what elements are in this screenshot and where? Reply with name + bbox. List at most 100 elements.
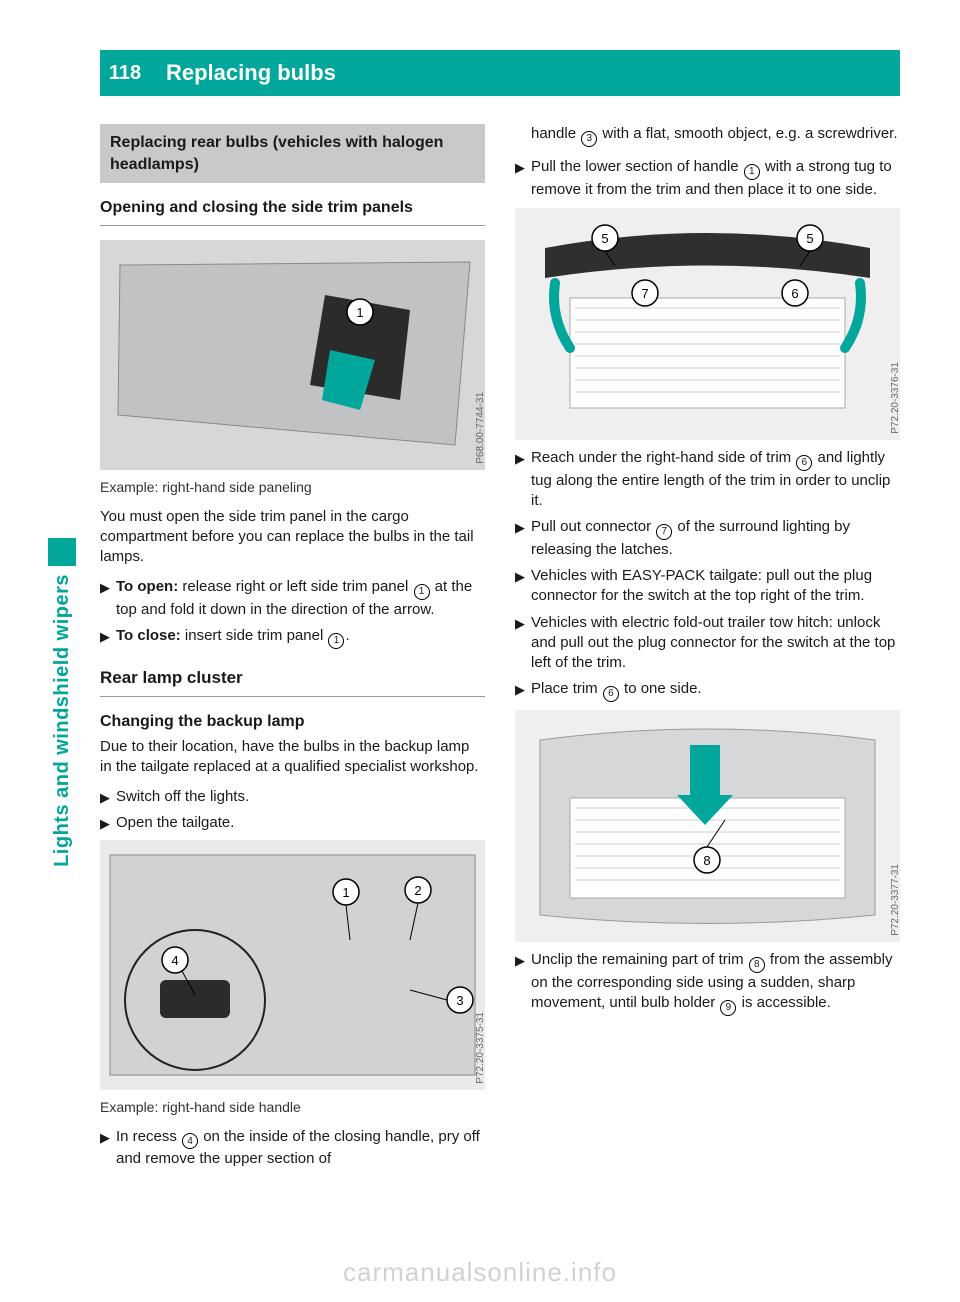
step-arrow-icon: ▶ (515, 566, 531, 607)
figure-2: 1 2 3 4 P72.20-3375-31 (100, 840, 485, 1090)
step-text: In recess 4 on the inside of the closing… (116, 1127, 485, 1170)
callout-4-icon: 4 (182, 1133, 198, 1149)
step-text: To open: release right or left side trim… (116, 577, 485, 620)
step: ▶ Switch off the lights. (100, 787, 485, 807)
step-open-prefix: To open: (116, 578, 178, 595)
side-tab: Lights and windshield wipers (48, 538, 76, 1028)
side-tab-label: Lights and windshield wipers (51, 574, 74, 867)
step-text: Vehicles with EASY-PACK tailgate: pull o… (531, 566, 900, 607)
step: ▶ Vehicles with electric fold-out traile… (515, 613, 900, 674)
svg-text:3: 3 (456, 993, 463, 1008)
step-text: Unclip the remaining part of trim 8 from… (531, 950, 900, 1016)
figure-4: 8 P72.20-3377-31 (515, 710, 900, 942)
callout-7-icon: 7 (656, 524, 672, 540)
step-open: ▶ To open: release right or left side tr… (100, 577, 485, 620)
figure-1-label: P68.00-7744-31 (474, 392, 488, 464)
figure-4-label: P72.20-3377-31 (889, 864, 903, 936)
step: ▶ Open the tailgate. (100, 813, 485, 833)
figure-2-svg: 1 2 3 4 (100, 840, 485, 1090)
step-close-a: insert side trim panel (181, 627, 328, 644)
step-e-a: Reach under the right-hand side of trim (531, 449, 795, 466)
figure-3-label: P72.20-3376-31 (889, 362, 903, 434)
callout-6-icon: 6 (603, 686, 619, 702)
page-number: 118 (100, 50, 150, 96)
figure-3-svg: 5 5 6 7 (515, 208, 900, 440)
cont1-a: handle (531, 125, 580, 142)
step-i-b: to one side. (620, 680, 702, 697)
step-text: Place trim 6 to one side. (531, 679, 900, 702)
step: ▶ Pull out connector 7 of the surround l… (515, 517, 900, 560)
callout-8-icon: 8 (749, 957, 765, 973)
step-c-a: In recess (116, 1128, 181, 1145)
step-open-a: release right or left side trim panel (178, 578, 412, 595)
svg-text:5: 5 (601, 231, 608, 246)
step-text: Switch off the lights. (116, 787, 485, 807)
subsection-title: Opening and closing the side trim panels (100, 197, 485, 219)
step-arrow-icon: ▶ (100, 1127, 116, 1170)
step-d-a: Pull the lower section of handle (531, 158, 743, 175)
step-text: Vehicles with electric fold-out trailer … (531, 613, 900, 674)
callout-9-icon: 9 (720, 1000, 736, 1016)
figure-4-svg: 8 (515, 710, 900, 942)
figure-3: 5 5 6 7 P72.20-3376-31 (515, 208, 900, 440)
section-header: Replacing rear bulbs (vehicles with halo… (100, 124, 485, 183)
svg-text:7: 7 (641, 286, 648, 301)
svg-text:8: 8 (703, 853, 710, 868)
step-i-a: Place trim (531, 680, 602, 697)
svg-text:1: 1 (342, 885, 349, 900)
paragraph: You must open the side trim panel in the… (100, 507, 485, 568)
step-close-prefix: To close: (116, 627, 181, 644)
figure-1-caption: Example: right-hand side paneling (100, 478, 485, 497)
figure-1: 1 P68.00-7744-31 (100, 240, 485, 470)
step: ▶ Place trim 6 to one side. (515, 679, 900, 702)
callout-6-icon: 6 (796, 455, 812, 471)
figure-2-caption: Example: right-hand side handle (100, 1098, 485, 1117)
left-column: Replacing rear bulbs (vehicles with halo… (100, 124, 485, 1176)
step-arrow-icon: ▶ (515, 157, 531, 200)
step-text: Pull out connector 7 of the surround lig… (531, 517, 900, 560)
callout-1-icon: 1 (744, 164, 760, 180)
callout-1-icon: 1 (414, 584, 430, 600)
rule (100, 225, 485, 226)
step-close: ▶ To close: insert side trim panel 1. (100, 626, 485, 649)
step-f-a: Pull out connector (531, 518, 655, 535)
step: ▶ Reach under the right-hand side of tri… (515, 448, 900, 511)
step-arrow-icon: ▶ (100, 577, 116, 620)
content-columns: Replacing rear bulbs (vehicles with halo… (100, 124, 900, 1176)
step: ▶ Vehicles with EASY-PACK tailgate: pull… (515, 566, 900, 607)
figure-2-label: P72.20-3375-31 (474, 1012, 488, 1084)
step: ▶ Unclip the remaining part of trim 8 fr… (515, 950, 900, 1016)
step-arrow-icon: ▶ (515, 517, 531, 560)
figure-1-svg: 1 (100, 240, 485, 470)
callout-3-icon: 3 (581, 131, 597, 147)
step-text: To close: insert side trim panel 1. (116, 626, 485, 649)
paragraph: Due to their location, have the bulbs in… (100, 737, 485, 778)
subsection-title: Changing the backup lamp (100, 711, 485, 733)
step-text: Pull the lower section of handle 1 with … (531, 157, 900, 200)
svg-text:6: 6 (791, 286, 798, 301)
svg-text:1: 1 (356, 305, 363, 320)
svg-text:4: 4 (171, 953, 178, 968)
step: ▶ In recess 4 on the inside of the closi… (100, 1127, 485, 1170)
step-text: Reach under the right-hand side of trim … (531, 448, 900, 511)
step-close-b: . (345, 627, 349, 644)
step-text: Open the tailgate. (116, 813, 485, 833)
svg-text:2: 2 (414, 883, 421, 898)
cont1-b: with a flat, smooth object, e.g. a screw… (598, 125, 897, 142)
svg-text:5: 5 (806, 231, 813, 246)
step-arrow-icon: ▶ (515, 950, 531, 1016)
step: ▶ Pull the lower section of handle 1 wit… (515, 157, 900, 200)
step-arrow-icon: ▶ (100, 626, 116, 649)
step-arrow-icon: ▶ (100, 787, 116, 807)
watermark: carmanualsonline.info (0, 1257, 960, 1288)
step-j-c: is accessible. (737, 994, 830, 1011)
step-arrow-icon: ▶ (515, 448, 531, 511)
callout-1-icon: 1 (328, 633, 344, 649)
side-tab-box (48, 538, 76, 566)
section-title: Rear lamp cluster (100, 667, 485, 690)
step-arrow-icon: ▶ (515, 679, 531, 702)
header-title: Replacing bulbs (150, 50, 900, 96)
step-arrow-icon: ▶ (100, 813, 116, 833)
rule (100, 696, 485, 697)
step-arrow-icon: ▶ (515, 613, 531, 674)
